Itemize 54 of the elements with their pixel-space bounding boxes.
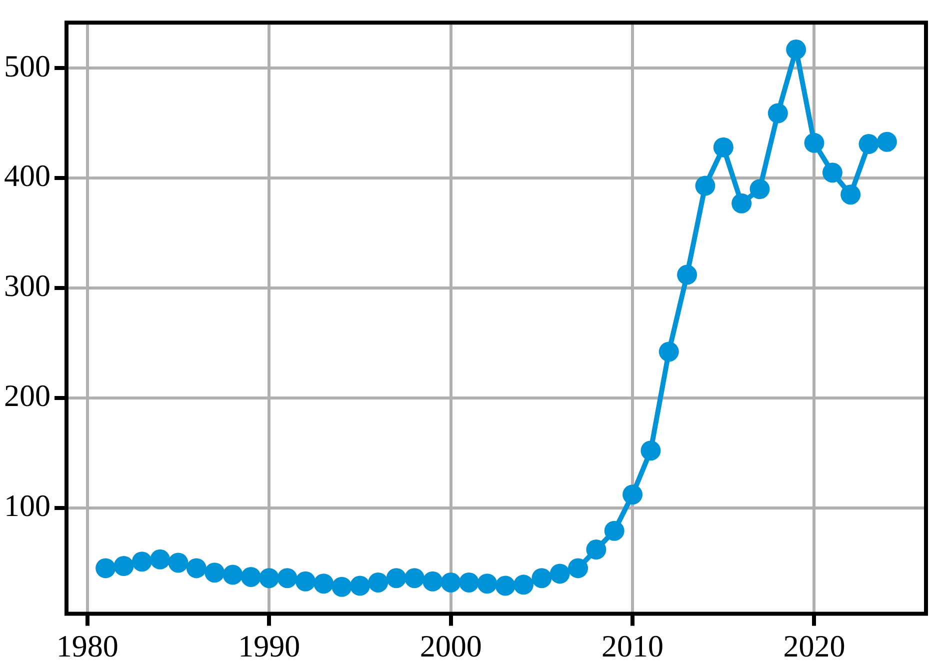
x-tick-label: 1980 [56, 628, 118, 664]
point [732, 193, 752, 214]
point [186, 558, 206, 578]
point [132, 552, 152, 572]
point [440, 572, 461, 592]
point [368, 572, 388, 592]
point [586, 540, 606, 560]
point [240, 566, 261, 587]
point [259, 568, 280, 588]
point [822, 162, 842, 183]
y-tick-label: 500 [4, 48, 50, 84]
point [495, 576, 516, 596]
x-tick-label: 2020 [783, 628, 846, 664]
y-tick-label: 200 [4, 378, 50, 414]
y-tick-label: 300 [4, 268, 50, 304]
point [658, 342, 679, 362]
point [604, 520, 624, 541]
point [532, 568, 552, 588]
point [458, 572, 479, 592]
x-tick-label: 1990 [238, 628, 300, 664]
point [713, 137, 734, 158]
point [858, 134, 879, 154]
point [840, 184, 861, 205]
y-tick-label: 100 [4, 488, 50, 523]
point [422, 571, 443, 592]
point [477, 574, 498, 594]
point [222, 564, 243, 585]
point [876, 132, 897, 152]
point [96, 558, 116, 578]
x-tick-label: 2010 [602, 628, 664, 664]
point [332, 576, 352, 597]
point [640, 440, 661, 461]
point [314, 574, 334, 594]
point [750, 179, 770, 200]
y-tick-label: 400 [4, 158, 50, 194]
point [150, 549, 170, 570]
point [622, 484, 643, 505]
point [404, 568, 424, 588]
point [514, 574, 534, 595]
point [786, 40, 806, 60]
point [386, 568, 406, 588]
point [168, 552, 188, 573]
point [695, 176, 716, 196]
point [768, 103, 788, 124]
point [114, 556, 134, 576]
point [204, 562, 225, 583]
point [550, 564, 570, 584]
point [350, 576, 370, 596]
point [804, 132, 824, 153]
point [277, 568, 298, 588]
point [295, 571, 316, 592]
x-tick-label: 2000 [420, 628, 482, 664]
point [677, 264, 698, 285]
point [568, 558, 588, 578]
